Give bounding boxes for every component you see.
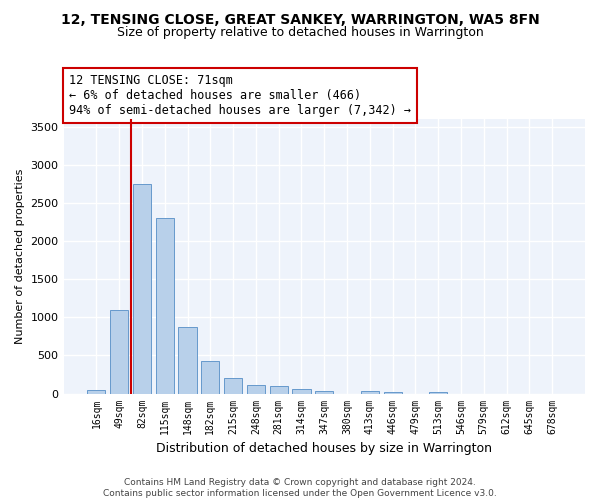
Bar (87, 390, 106, 394)
Bar (315, 390, 334, 394)
X-axis label: Distribution of detached houses by size in Warrington: Distribution of detached houses by size … (156, 442, 492, 455)
Text: 12 TENSING CLOSE: 71sqm
← 6% of detached houses are smaller (466)
94% of semi-de: 12 TENSING CLOSE: 71sqm ← 6% of detached… (69, 74, 411, 116)
Bar (292, 389, 311, 394)
Text: Contains HM Land Registry data © Crown copyright and database right 2024.
Contai: Contains HM Land Registry data © Crown c… (103, 478, 497, 498)
Bar (224, 378, 242, 394)
Bar (247, 385, 265, 394)
Bar (110, 310, 128, 394)
Bar (155, 218, 174, 394)
Bar (201, 361, 220, 394)
Bar (361, 392, 379, 394)
Text: Size of property relative to detached houses in Warrington: Size of property relative to detached ho… (116, 26, 484, 39)
Text: 12, TENSING CLOSE, GREAT SANKEY, WARRINGTON, WA5 8FN: 12, TENSING CLOSE, GREAT SANKEY, WARRING… (61, 12, 539, 26)
Bar (269, 386, 288, 394)
Bar (383, 392, 402, 394)
Bar (178, 326, 197, 394)
Bar (429, 392, 448, 394)
Y-axis label: Number of detached properties: Number of detached properties (15, 169, 25, 344)
Bar (133, 184, 151, 394)
